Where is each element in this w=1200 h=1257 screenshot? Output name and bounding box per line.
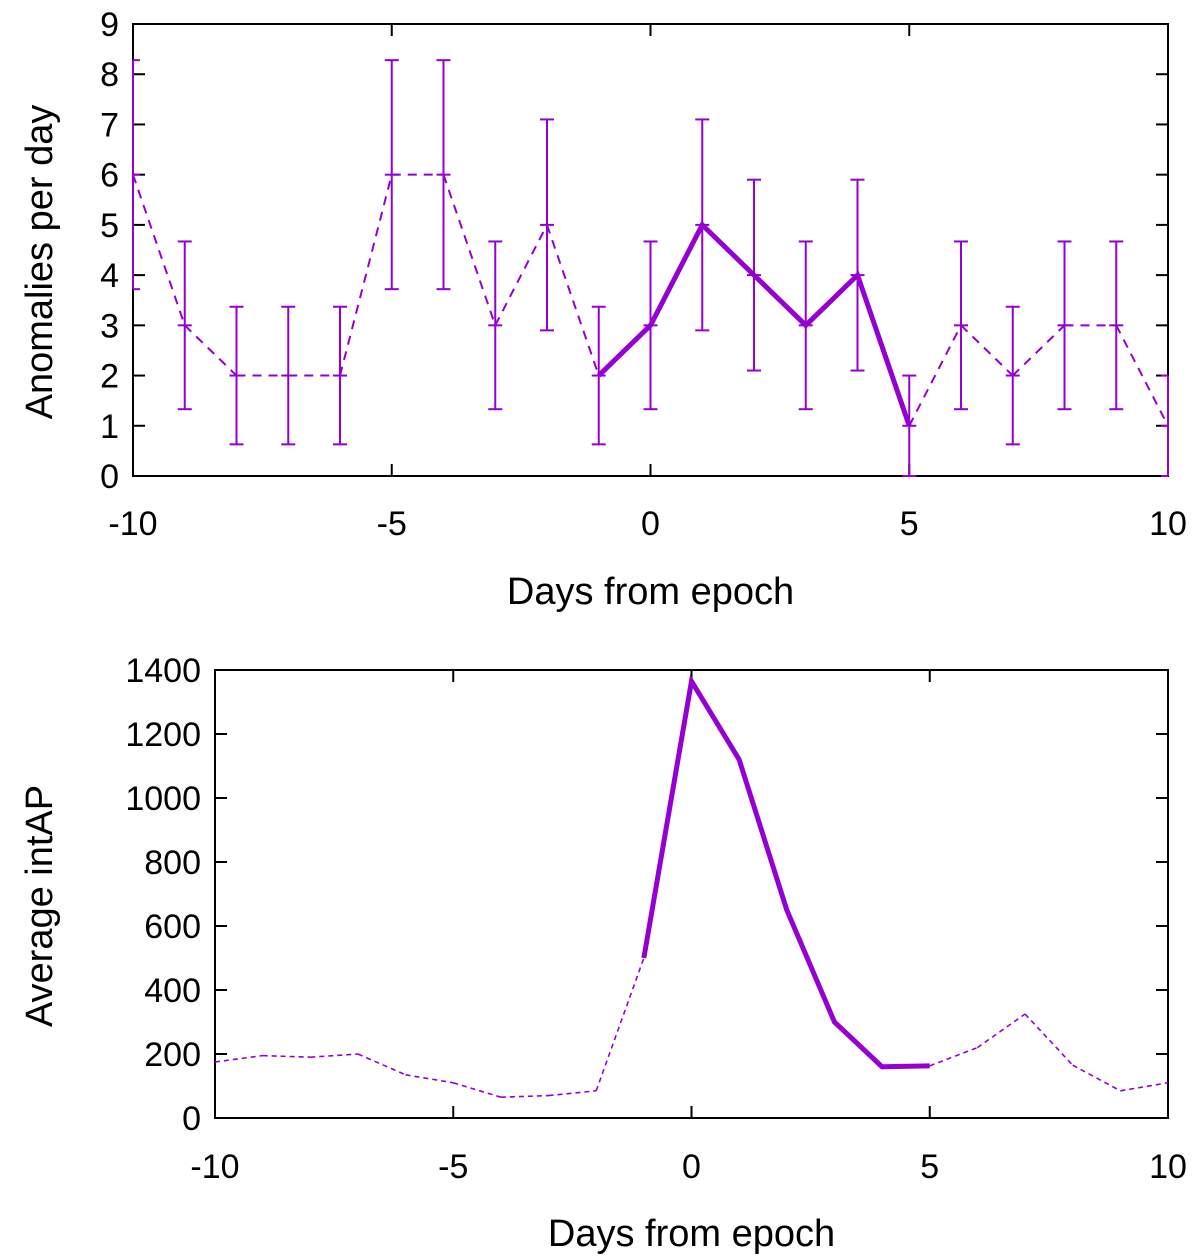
y-tick-label: 3 xyxy=(100,307,119,345)
y-tick-label: 4 xyxy=(100,257,119,295)
y-tick-label: 1400 xyxy=(125,652,201,690)
y-axis-title: Average intAP xyxy=(19,785,61,1027)
y-tick-label: 1000 xyxy=(125,780,201,818)
series-line-dashed xyxy=(442,174,497,326)
y-tick-label: 0 xyxy=(182,1100,201,1138)
y-tick-label: 5 xyxy=(100,207,119,245)
series-line-dashed xyxy=(405,1074,454,1084)
series-line-dashed xyxy=(929,1046,978,1067)
y-tick-label: 400 xyxy=(144,972,201,1010)
series-line-dashed xyxy=(262,1054,311,1058)
series-line-dashed xyxy=(494,224,548,326)
x-tick-label: -5 xyxy=(438,1148,468,1186)
y-tick-label: 6 xyxy=(100,157,119,195)
series-line-dashed xyxy=(548,1090,597,1097)
x-tick-label: 0 xyxy=(641,505,660,543)
series-line-dashed xyxy=(310,1053,359,1058)
series-line-dashed xyxy=(1115,324,1169,427)
series-line-dashed xyxy=(132,174,186,326)
series-line-dashed xyxy=(339,174,393,376)
series-line-dashed xyxy=(960,324,1014,377)
series-line-highlight xyxy=(641,674,930,1070)
x-tick-label: 10 xyxy=(1149,505,1187,543)
y-tick-label: 200 xyxy=(144,1036,201,1074)
series-line-dashed xyxy=(908,324,962,427)
series-line-dashed xyxy=(1072,1064,1121,1092)
y-tick-label: 600 xyxy=(144,908,201,946)
plot-frame xyxy=(214,669,1169,1119)
x-tick-label: -10 xyxy=(108,505,157,543)
x-tick-label: -5 xyxy=(377,505,407,543)
series-line-dashed xyxy=(976,1013,1026,1049)
x-tick-label: 0 xyxy=(682,1148,701,1186)
y-tick-label: 0 xyxy=(100,458,119,496)
x-axis-title: Days from epoch xyxy=(548,1213,835,1255)
series-line-dashed xyxy=(1120,1082,1169,1092)
series-line-dashed xyxy=(500,1094,549,1098)
series-line-dashed xyxy=(1012,324,1066,377)
x-axis-title: Days from epoch xyxy=(507,571,794,613)
series-line-dashed xyxy=(184,324,238,377)
x-tick-label: 5 xyxy=(900,505,919,543)
chart-panel-1: 0 1 2 3 4 5 6 7 8 9 -10 -5 0 5 10 Days from epoch Anomal… xyxy=(19,6,1187,613)
y-tick-label: 8 xyxy=(100,56,119,94)
series-line-dashed xyxy=(453,1082,502,1098)
y-axis-title: Anomalies per day xyxy=(19,105,61,420)
series-line-dashed xyxy=(546,224,600,376)
chart-panel-2: 0 200 400 600 800 1000 1200 1400 -10 -5 0 5 10 Days f… xyxy=(19,652,1187,1255)
y-tick-label: 7 xyxy=(100,106,119,144)
y-tick-label: 9 xyxy=(100,6,119,44)
y-tick-label: 1200 xyxy=(125,716,201,754)
series-line-dashed xyxy=(595,957,645,1092)
x-tick-label: -10 xyxy=(190,1148,239,1186)
y-tick-label: 1 xyxy=(100,408,119,446)
x-tick-label: 10 xyxy=(1149,1148,1187,1186)
x-tick-label: 5 xyxy=(920,1148,939,1186)
y-tick-label: 800 xyxy=(144,844,201,882)
series-line-dashed xyxy=(1024,1013,1074,1066)
series-line-dashed xyxy=(214,1054,263,1063)
series-line-dashed xyxy=(357,1053,406,1076)
y-tick-label: 2 xyxy=(100,358,119,396)
